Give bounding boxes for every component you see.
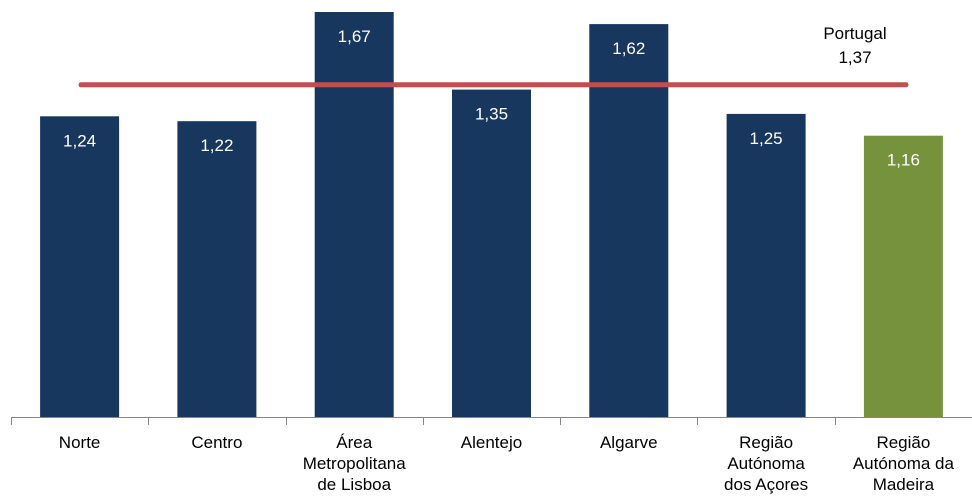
- bar-value-label-3: 1,35: [475, 105, 508, 124]
- x-tick-label-line: Centro: [191, 433, 242, 452]
- x-tick-label-4: Algarve: [600, 433, 658, 452]
- bar-value-label-4: 1,62: [612, 39, 645, 58]
- x-tick-label-line: Norte: [59, 433, 101, 452]
- bar-0: [40, 116, 120, 418]
- x-tick-label-line: Autónoma: [727, 454, 805, 473]
- bars-layer: [40, 12, 943, 418]
- bar-value-label-1: 1,22: [200, 136, 233, 155]
- bar-value-label-5: 1,25: [750, 129, 783, 148]
- x-tick-label-line: Área: [336, 433, 372, 452]
- x-tick-label-line: Região: [876, 433, 930, 452]
- x-tick-label-1: Centro: [191, 433, 242, 452]
- bar-value-label-2: 1,67: [338, 27, 371, 46]
- x-tick-label-2: Área Metropolitana de Lisboa: [303, 433, 407, 494]
- bar-3: [452, 89, 531, 417]
- x-axis: [11, 417, 972, 425]
- bar-1: [177, 121, 257, 417]
- x-tick-label-line: Algarve: [600, 433, 658, 452]
- x-tick-label-line: Região: [739, 433, 793, 452]
- bar-value-label-6: 1,16: [887, 151, 920, 170]
- x-tick-label-line: de Lisboa: [317, 475, 391, 494]
- x-tick-label-line: Metropolitana: [303, 454, 407, 473]
- x-tick-label-line: Autónoma da: [853, 454, 955, 473]
- bar-4: [589, 24, 669, 417]
- x-tick-label-6: Região Autónoma da Madeira: [853, 433, 955, 494]
- reference-line-name: Portugal: [823, 24, 886, 43]
- bar-value-label-0: 1,24: [63, 131, 96, 150]
- x-tick-label-line: dos Açores: [724, 475, 808, 494]
- x-tick-label-5: Região Autónoma dos Açores: [724, 433, 808, 494]
- labels-layer: 1,24 1,22 1,67 1,35 1,62 1,25 1,16 Norte Centro Á…: [59, 24, 955, 494]
- x-tick-label-3: Alentejo: [461, 433, 522, 452]
- x-tick-label-line: Alentejo: [461, 433, 522, 452]
- bar-2: [314, 12, 394, 417]
- bar-6: [863, 135, 943, 417]
- reference-line-value: 1,37: [838, 48, 871, 67]
- bar-5: [726, 113, 806, 418]
- x-tick-label-line: Madeira: [873, 475, 935, 494]
- x-tick-label-0: Norte: [59, 433, 101, 452]
